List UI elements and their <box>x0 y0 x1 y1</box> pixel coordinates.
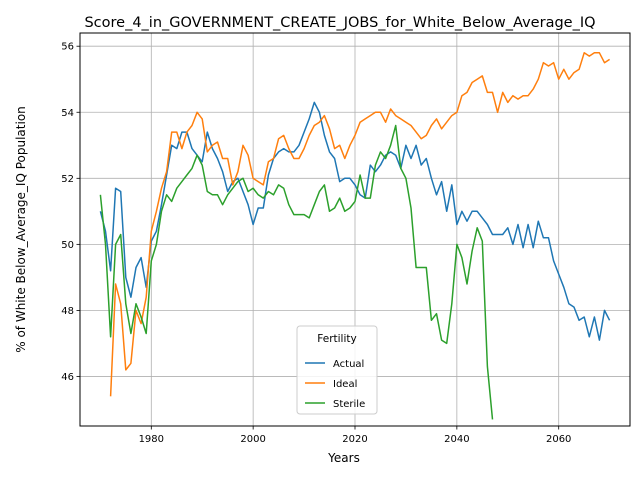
legend: Fertility Actual Ideal Sterile <box>296 325 378 415</box>
series-lines <box>99 52 611 420</box>
y-tick-label: 46 <box>61 372 74 383</box>
legend-label-actual: Actual <box>333 359 364 370</box>
x-tick-label: 2060 <box>546 434 571 445</box>
y-tick-label: 48 <box>61 306 74 317</box>
legend-box <box>296 325 378 415</box>
legend-title: Fertility <box>317 333 356 345</box>
x-tick-label: 2040 <box>444 434 469 445</box>
axes: 1980 2000 2020 2040 2060 46 48 50 52 54 56 <box>61 42 571 445</box>
y-tick-label: 52 <box>61 174 74 185</box>
x-tick-label: 1980 <box>139 434 164 445</box>
series-line-ideal <box>109 52 611 397</box>
legend-label-ideal: Ideal <box>333 379 357 390</box>
grid <box>80 33 630 426</box>
legend-label-sterile: Sterile <box>333 399 365 410</box>
y-tick-label: 50 <box>61 240 74 251</box>
y-axis-label: % of White Below_Average_IQ Population <box>14 106 28 353</box>
series-line-sterile <box>99 124 494 420</box>
x-tick-label: 2020 <box>342 434 367 445</box>
y-tick-label: 54 <box>61 108 74 119</box>
series-line-actual <box>99 101 611 341</box>
y-tick-label: 56 <box>61 42 74 53</box>
chart-title: Score_4_in_GOVERNMENT_CREATE_JOBS_for_Wh… <box>84 15 595 31</box>
x-tick-label: 2000 <box>240 434 265 445</box>
x-axis-label: Years <box>327 451 360 465</box>
